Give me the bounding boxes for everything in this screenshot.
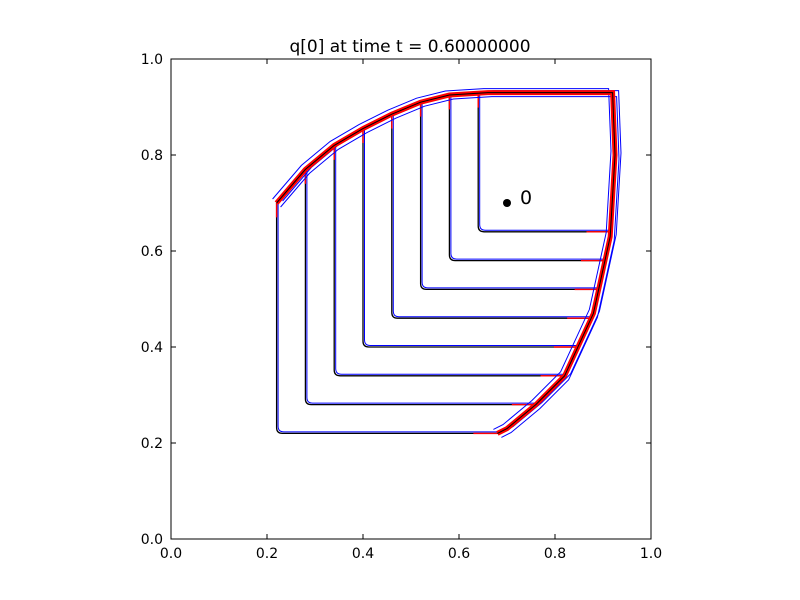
x-tick-label-1: 0.2 bbox=[256, 546, 278, 562]
contour-outline-blue-7 bbox=[479, 91, 612, 231]
contour-line-4 bbox=[391, 114, 592, 319]
axes: 0.0 0.2 0.4 0.6 0.8 1.0 0.0 0.2 0.4 0.6 0.8 1.0 bbox=[141, 52, 662, 562]
contour-outline-blue-3 bbox=[364, 127, 580, 346]
y-tick-label-0: 0.0 bbox=[141, 532, 163, 548]
contour-outline-blue-6 bbox=[450, 93, 607, 260]
point-annotation-label: 0 bbox=[520, 187, 532, 209]
plot-area bbox=[272, 88, 622, 438]
y-tick-label-2: 0.4 bbox=[141, 340, 163, 356]
contour-line-0 bbox=[275, 203, 498, 435]
front-outline-inner bbox=[280, 96, 620, 438]
front-outline-outer bbox=[272, 88, 612, 430]
y-tick-label-3: 0.6 bbox=[141, 244, 163, 260]
contour-line-6 bbox=[448, 95, 605, 262]
contour-outline-blue-5 bbox=[421, 100, 601, 289]
annotation-point bbox=[503, 199, 511, 207]
y-tick-label-1: 0.2 bbox=[141, 436, 163, 452]
contour-line-5 bbox=[419, 102, 599, 291]
contour-line-3 bbox=[362, 128, 578, 348]
x-tick-label-4: 0.8 bbox=[544, 546, 566, 562]
contour-outline-blue-0 bbox=[277, 201, 499, 433]
contour-line-7 bbox=[477, 93, 611, 233]
contour-outline-blue-2 bbox=[335, 143, 567, 375]
y-tick-label-4: 0.8 bbox=[141, 148, 163, 164]
contour-outline-blue-4 bbox=[392, 112, 593, 318]
x-tick-label-0: 0.0 bbox=[160, 546, 182, 562]
front-core-line bbox=[276, 92, 616, 434]
x-tick-label-5: 1.0 bbox=[640, 546, 662, 562]
contour-line-2 bbox=[333, 145, 565, 377]
x-tick-label-3: 0.6 bbox=[448, 546, 470, 562]
chart-title: q[0] at time t = 0.60000000 bbox=[289, 37, 530, 57]
contour-outline-blue-1 bbox=[306, 167, 538, 404]
x-tick-label-2: 0.4 bbox=[352, 546, 374, 562]
contour-line-1 bbox=[304, 169, 536, 406]
axes-frame bbox=[170, 58, 652, 540]
y-tick-label-5: 1.0 bbox=[141, 52, 163, 68]
